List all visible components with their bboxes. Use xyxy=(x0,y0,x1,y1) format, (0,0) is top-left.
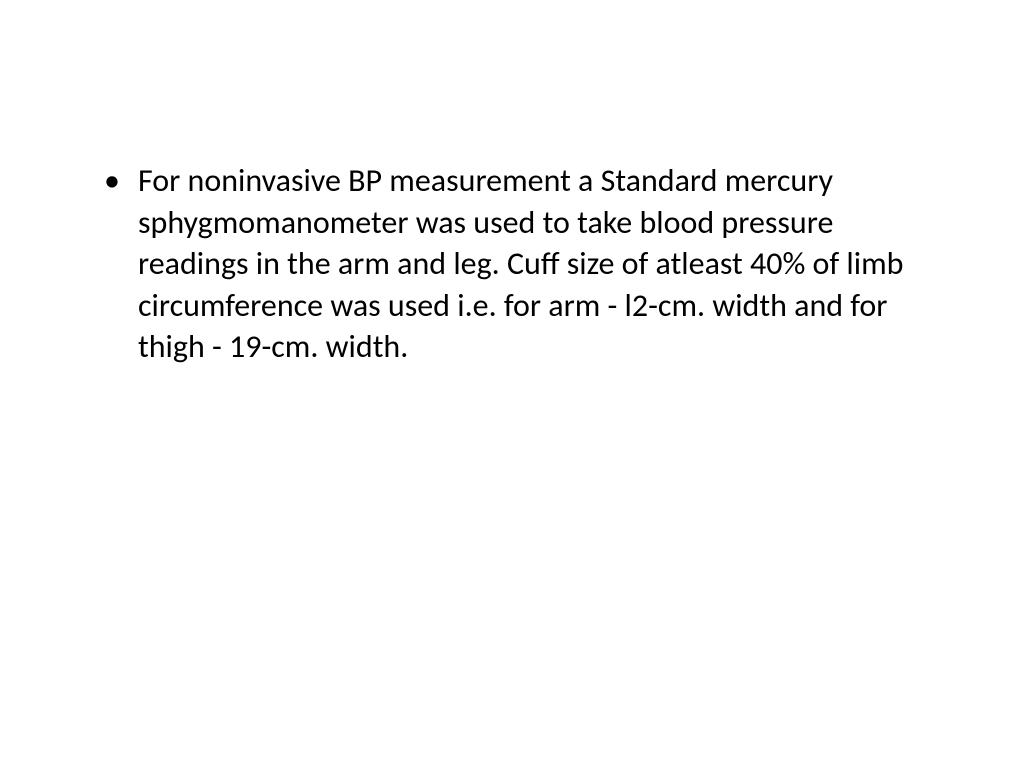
bullet-list: For noninvasive BP measurement a Standar… xyxy=(88,160,936,368)
slide-container: For noninvasive BP measurement a Standar… xyxy=(0,0,1024,768)
bullet-item: For noninvasive BP measurement a Standar… xyxy=(88,160,936,368)
bullet-text: For noninvasive BP measurement a Standar… xyxy=(138,161,903,366)
